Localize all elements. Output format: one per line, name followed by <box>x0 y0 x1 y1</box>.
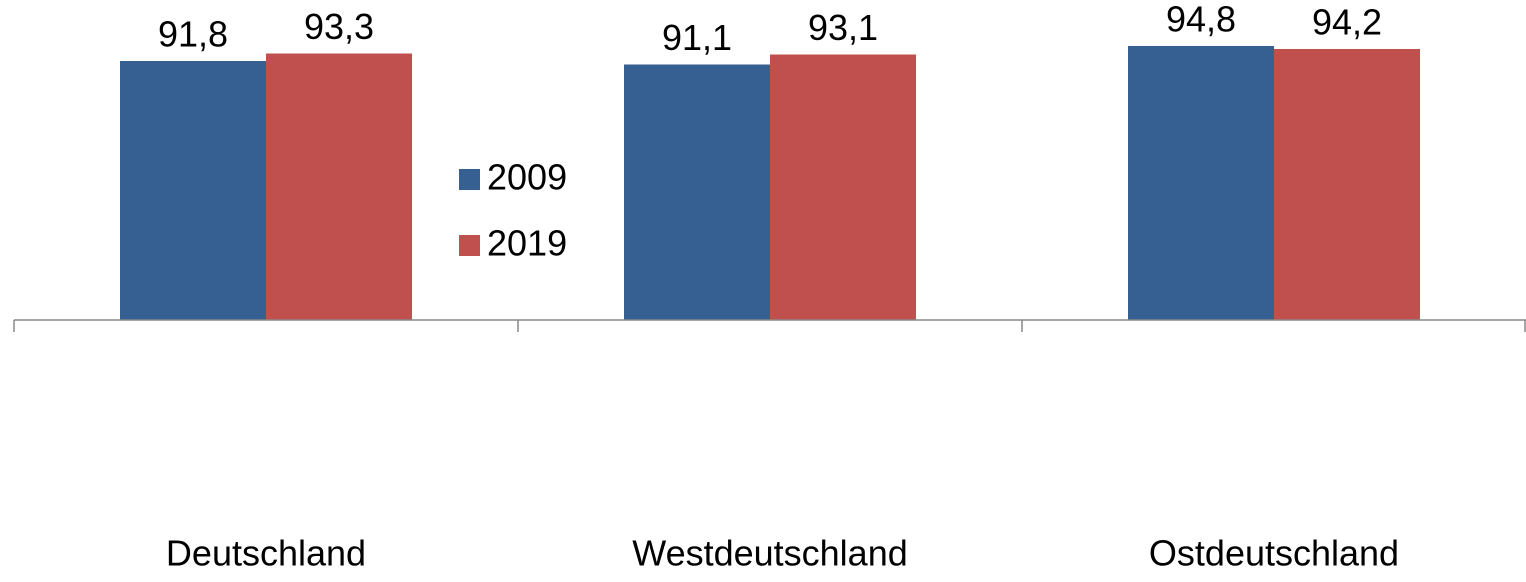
data-label: 91,1 <box>662 17 732 58</box>
data-label: 91,8 <box>158 14 228 55</box>
x-tick-label: Deutschland <box>166 533 366 574</box>
legend-swatch <box>459 235 480 256</box>
data-label: 93,1 <box>808 7 878 48</box>
bar <box>624 64 770 320</box>
legend-swatch <box>459 169 480 190</box>
data-label: 94,8 <box>1166 0 1236 40</box>
legend-label: 2019 <box>487 223 567 264</box>
bar <box>770 54 916 320</box>
legend-label: 2009 <box>487 157 567 198</box>
x-tick-label: Ostdeutschland <box>1149 533 1399 574</box>
bar <box>120 61 266 320</box>
bar <box>266 53 412 320</box>
data-label: 93,3 <box>304 6 374 47</box>
bar <box>1128 46 1274 320</box>
data-label: 94,2 <box>1312 2 1382 43</box>
x-tick-label: Westdeutschland <box>632 533 908 574</box>
bar <box>1274 49 1420 320</box>
